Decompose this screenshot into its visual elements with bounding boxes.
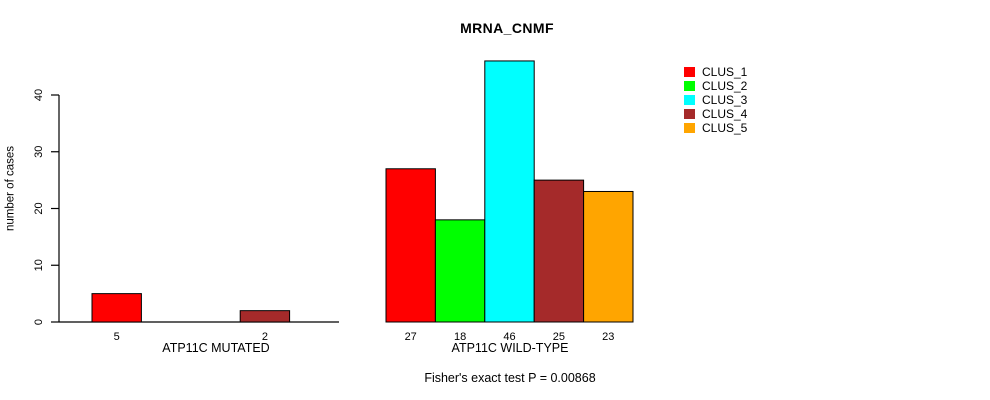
legend-swatch-clus_4	[684, 109, 695, 119]
y-tick-label: 20	[33, 202, 45, 214]
legend-label: CLUS_2	[702, 79, 748, 93]
bar-clus_4-group1	[239, 310, 291, 323]
legend-label: CLUS_5	[702, 121, 748, 135]
y-tick-label: 0	[33, 319, 45, 325]
legend-swatch-clus_2	[684, 81, 695, 91]
bar-value-label: 23	[602, 331, 614, 343]
legend-label: CLUS_4	[702, 107, 748, 121]
bar-value-label: 5	[114, 331, 120, 343]
y-tick-label: 10	[33, 259, 45, 271]
bar-clus_1-group2	[385, 168, 436, 323]
bar-value-label: 27	[405, 331, 417, 343]
legend: CLUS_1 CLUS_2 CLUS_3 CLUS_4 CLUS_5	[684, 65, 747, 135]
y-tick-label: 40	[33, 89, 45, 101]
group-label-wild-type: ATP11C WILD-TYPE	[451, 341, 569, 355]
group-label-mutated: ATP11C MUTATED	[162, 341, 270, 355]
legend-label: CLUS_3	[702, 93, 748, 107]
legend-item-clus_4: CLUS_4	[684, 107, 747, 121]
bar-value-label: 2	[262, 331, 268, 343]
legend-item-clus_2: CLUS_2	[684, 79, 747, 93]
bar-clus_5-group2	[583, 190, 634, 323]
legend-label: CLUS_1	[702, 65, 748, 79]
legend-swatch-clus_3	[684, 95, 695, 105]
bar-clus_4-group2	[533, 179, 585, 323]
bar-clus_2-group2	[434, 219, 486, 323]
bar-value-label: 25	[553, 331, 565, 343]
bar-value-label: 46	[503, 331, 515, 343]
legend-item-clus_3: CLUS_3	[684, 93, 747, 107]
bar-clus_1-group1	[91, 293, 142, 323]
bar-value-label: 18	[454, 331, 466, 343]
legend-swatch-clus_1	[684, 67, 695, 77]
chart-title: MRNA_CNMF	[460, 20, 554, 36]
bar-clus_3-group2	[484, 60, 535, 323]
legend-item-clus_1: CLUS_1	[684, 65, 747, 79]
legend-swatch-clus_5	[684, 123, 695, 133]
y-tick-label: 30	[33, 146, 45, 158]
fisher-test-annotation: Fisher's exact test P = 0.00868	[424, 371, 596, 385]
legend-item-clus_5: CLUS_5	[684, 121, 747, 135]
